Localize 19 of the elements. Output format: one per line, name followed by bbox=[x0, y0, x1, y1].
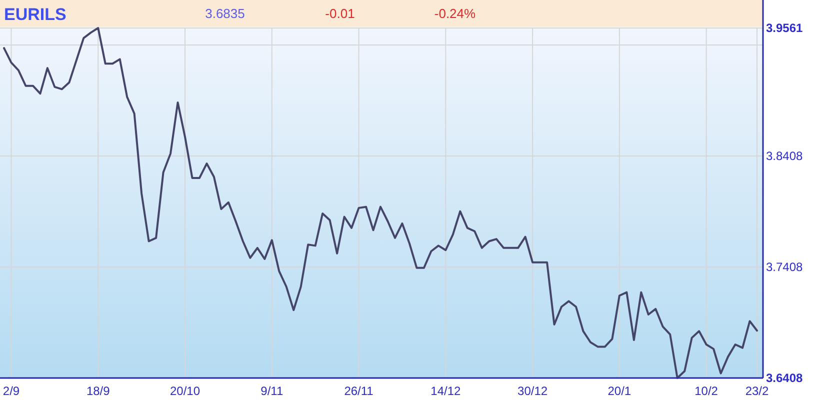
chart-title: EURILS bbox=[4, 5, 66, 24]
y-tick-label: 3.9561 bbox=[766, 21, 804, 35]
x-tick-label: 30/12 bbox=[518, 384, 548, 398]
x-tick-label: 10/2 bbox=[694, 384, 718, 398]
x-tick-label: 9/11 bbox=[260, 384, 284, 398]
x-tick-label: 26/11 bbox=[344, 384, 374, 398]
text: -0.24% bbox=[434, 6, 476, 21]
y-tick-label: 3.8408 bbox=[766, 148, 804, 163]
x-tick-label: 2/9 bbox=[2, 384, 20, 398]
x-tick-label: 20/10 bbox=[170, 384, 200, 398]
y-tick-label: 3.7408 bbox=[766, 260, 804, 274]
x-tick-label: 23/2 bbox=[745, 384, 769, 398]
x-tick-label: 20/1 bbox=[608, 384, 632, 398]
x-tick-label: 18/9 bbox=[86, 384, 110, 398]
y-tick-label: 3.6408 bbox=[766, 371, 804, 385]
chart-subtitle: 3.6835 bbox=[205, 6, 245, 21]
x-tick-label: 14/12 bbox=[430, 384, 462, 398]
line-series bbox=[3, 27, 758, 379]
text: -0.01 bbox=[325, 6, 355, 21]
